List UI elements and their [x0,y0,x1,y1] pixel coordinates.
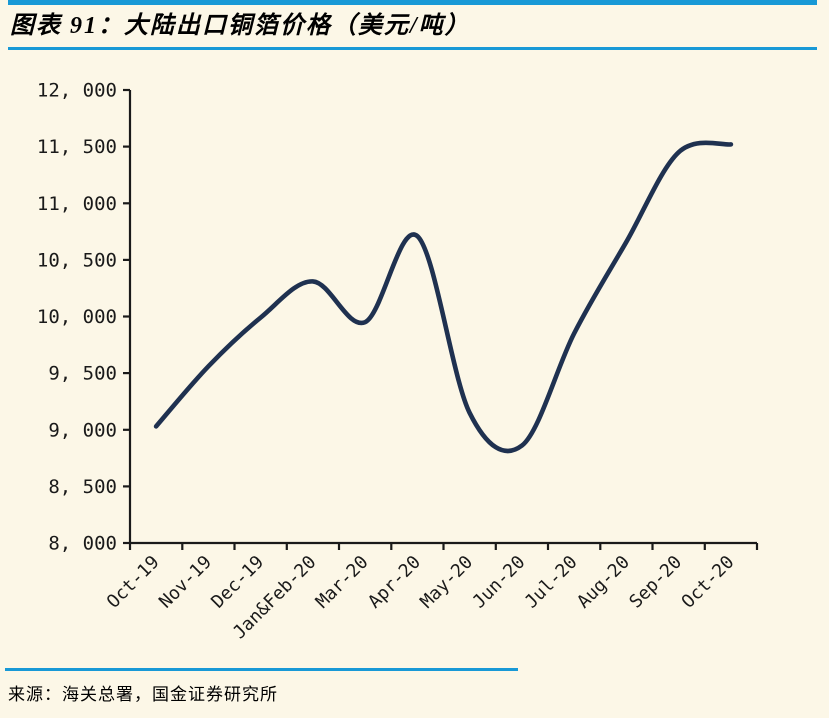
x-axis-label: Jul-20 [521,551,582,612]
y-axis-tick-label: 8, 000 [48,532,117,554]
x-axis-label: Nov-19 [155,551,216,612]
y-axis-tick-label: 12, 000 [37,79,117,101]
x-axis-label: Aug-20 [573,551,634,612]
y-axis-tick-label: 9, 500 [48,362,117,384]
y-axis-tick-label: 11, 000 [37,193,117,215]
y-axis-tick-label: 11, 500 [37,136,117,158]
source-note: 来源：海关总署，国金证券研究所 [8,684,278,704]
price-series-line [153,140,734,454]
title-underline-rule [8,46,817,50]
x-axis-label: Jun-20 [469,551,530,612]
source-divider-rule [5,667,518,671]
x-axis-label: Mar-20 [312,551,373,612]
y-axis-tick-label: 9, 000 [48,419,117,441]
x-axis-label: Oct-19 [103,551,164,612]
y-axis-tick-label: 10, 000 [37,306,117,328]
price-line-chart: 8, 000 8, 500 9, 000 9, 500 10, 000 10, 500 11… [37,79,759,643]
top-border-rule [8,0,817,5]
x-axis-label: May-20 [416,551,477,612]
x-axis-label: Oct-20 [678,551,739,612]
chart-title: 图表 91：大陆出口铜箔价格（美元/吨） [10,13,471,39]
x-axis-label: Sep-20 [625,551,686,612]
y-axis-tick-label: 8, 500 [48,476,117,498]
y-axis-tick-label: 10, 500 [37,249,117,271]
x-axis-label: Apr-20 [364,551,425,612]
